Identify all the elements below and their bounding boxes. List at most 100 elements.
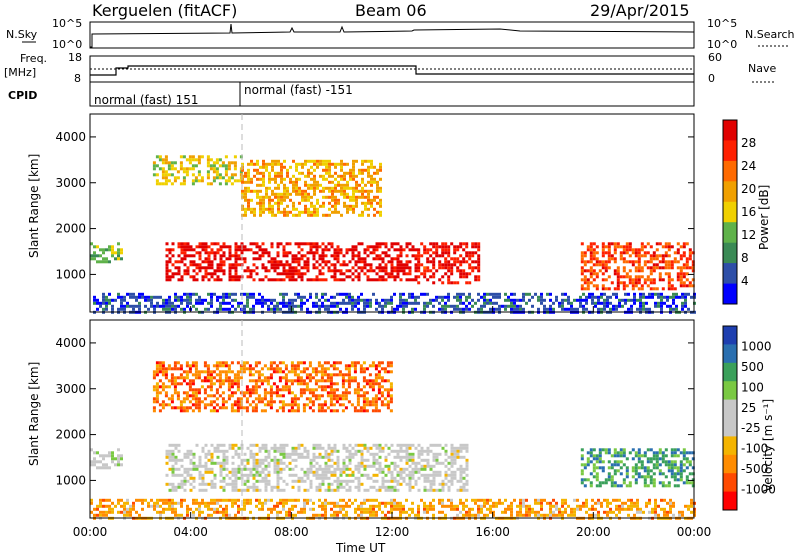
power-cell (168, 179, 171, 182)
power-cell (340, 272, 343, 275)
power-cell (671, 278, 674, 281)
power-cell (659, 260, 662, 263)
power-cell (307, 175, 310, 178)
velocity-cell (324, 400, 327, 403)
power-cell (627, 299, 630, 302)
velocity-cell (644, 469, 647, 472)
velocity-cell (318, 379, 321, 382)
velocity-cell (680, 463, 683, 466)
power-cell (423, 248, 426, 251)
velocity-cell (330, 391, 333, 394)
noise-sky-label: N.Sky (6, 28, 38, 41)
power-cell (444, 248, 447, 251)
velocity-cell (99, 505, 102, 508)
velocity-cell (372, 409, 375, 412)
power-cell (316, 184, 319, 187)
velocity-cell (186, 382, 189, 385)
power-cell (349, 205, 352, 208)
power-cell (307, 269, 310, 272)
power-cell (429, 275, 432, 278)
power-cell (675, 305, 678, 308)
velocity-cell (367, 465, 370, 468)
velocity-cell (668, 463, 671, 466)
power-cell (662, 245, 665, 248)
power-cell (253, 169, 256, 172)
power-colorbar-tick: 12 (741, 228, 756, 242)
power-cell (135, 296, 138, 299)
power-cell (355, 190, 358, 193)
velocity-cell (318, 361, 321, 364)
velocity-cell (451, 474, 454, 477)
power-cell (438, 308, 441, 311)
velocity-cell (599, 454, 602, 457)
power-cell (238, 245, 241, 248)
power-cell (417, 263, 420, 266)
power-cell (346, 269, 349, 272)
velocity-cell (279, 406, 282, 409)
power-cell (244, 208, 247, 211)
velocity-cell (442, 447, 445, 450)
velocity-cell (394, 486, 397, 489)
velocity-cell (424, 477, 427, 480)
velocity-cell (451, 447, 454, 450)
velocity-cell (310, 468, 313, 471)
velocity-cell (271, 486, 274, 489)
power-cell (315, 305, 318, 308)
power-cell (93, 251, 96, 254)
power-cell (282, 293, 285, 296)
velocity-cell (132, 508, 135, 511)
velocity-cell (360, 508, 363, 511)
velocity-cell (108, 451, 111, 454)
velocity-cell (337, 486, 340, 489)
power-cell (394, 257, 397, 260)
velocity-cell (295, 459, 298, 462)
velocity-cell (378, 391, 381, 394)
velocity-cell (346, 489, 349, 492)
velocity-cell (468, 511, 471, 514)
velocity-cell (247, 489, 250, 492)
velocity-cell (297, 367, 300, 370)
velocity-cell (466, 450, 469, 453)
velocity-cell (346, 465, 349, 468)
power-cell (184, 272, 187, 275)
velocity-cell (207, 379, 210, 382)
velocity-cell (240, 406, 243, 409)
power-cell (459, 272, 462, 275)
velocity-cell (333, 391, 336, 394)
power-cell (605, 266, 608, 269)
velocity-cell (596, 454, 599, 457)
power-cell (253, 251, 256, 254)
velocity-cell (337, 462, 340, 465)
power-cell (605, 251, 608, 254)
power-cell (235, 242, 238, 245)
velocity-cell (150, 505, 153, 508)
power-cell (406, 278, 409, 281)
power-cell (214, 251, 217, 254)
power-cell (352, 193, 355, 196)
velocity-cell (231, 379, 234, 382)
velocity-cell (448, 486, 451, 489)
power-cell (349, 248, 352, 251)
power-cell (268, 163, 271, 166)
velocity-cell (126, 511, 129, 514)
velocity-cell (186, 406, 189, 409)
velocity-cell (166, 453, 169, 456)
power-cell (681, 293, 684, 296)
velocity-cell (282, 502, 285, 505)
power-cell (453, 308, 456, 311)
velocity-cell (424, 465, 427, 468)
power-cell (331, 205, 334, 208)
power-cell (222, 293, 225, 296)
power-cell (650, 266, 653, 269)
velocity-cell (208, 471, 211, 474)
velocity-cell (313, 444, 316, 447)
power-cell (354, 305, 357, 308)
velocity-cell (340, 471, 343, 474)
velocity-cell (129, 508, 132, 511)
power-cell (447, 260, 450, 263)
power-cell (447, 245, 450, 248)
velocity-cell (247, 462, 250, 465)
velocity-cell (432, 499, 435, 502)
velocity-cell (587, 457, 590, 460)
power-cell (166, 260, 169, 263)
